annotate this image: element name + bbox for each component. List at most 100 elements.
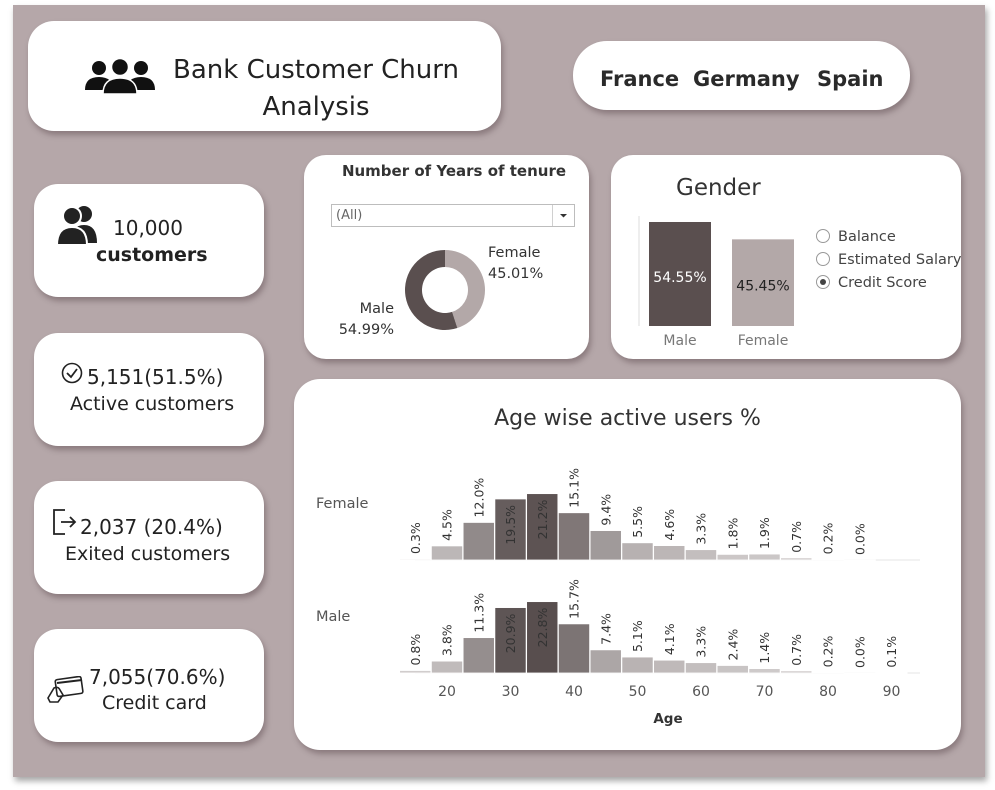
age-bar-male-60 <box>684 662 718 674</box>
title-line-1: Bank Customer Churn <box>173 55 459 85</box>
gender-bar-chart: 54.55% Male 45.45% Female <box>638 216 794 349</box>
age-bar-label-female-35: 21.2% <box>535 500 550 540</box>
age-bar-label-female-20: 4.5% <box>440 509 455 541</box>
age-bar-male-30 <box>494 607 527 674</box>
age-bar-label-male-25: 11.3% <box>471 593 486 633</box>
kpi-active-label: Active customers <box>70 393 235 415</box>
donut-label-female: Female <box>488 245 541 261</box>
gender-bar-label-female: Female <box>738 333 789 349</box>
age-bar-label-male-45: 7.4% <box>598 613 613 645</box>
age-bar-label-female-40: 15.1% <box>567 468 582 508</box>
age-x-tick-60: 60 <box>692 684 710 700</box>
age-bar-female-60 <box>684 549 718 561</box>
age-bar-label-female-65: 1.8% <box>725 517 740 549</box>
kpi-active-value: 5,151(51.5%) <box>87 365 224 389</box>
age-bar-label-male-65: 2.4% <box>725 629 740 661</box>
age-bar-label-female-85: 0.0% <box>852 523 867 555</box>
gender-bar-value-male: 54.55% <box>653 270 706 286</box>
age-bar-male-35 <box>526 601 559 674</box>
radio-label-credit-score: Credit Score <box>838 275 927 291</box>
donut-label-male: Male <box>360 301 394 317</box>
age-bar-label-male-30: 20.9% <box>503 613 518 653</box>
donut-value-female: 45.01% <box>488 266 543 282</box>
kpi-card-credit <box>34 629 264 742</box>
country-filter <box>573 41 910 110</box>
age-bar-chart: Female 0.3% 4.5% 12.0% 19.5% 21.2% 15.1% 9.4% 5.… <box>316 468 920 727</box>
age-x-tick-40: 40 <box>565 684 583 700</box>
age-bar-male-65 <box>716 665 749 674</box>
kpi-customers-label: customers <box>96 244 208 266</box>
age-bar-label-male-90: 0.1% <box>884 636 899 668</box>
users-icon <box>55 206 97 246</box>
kpi-credit-label: Credit card <box>102 692 207 714</box>
radio-circle-credit-score <box>816 275 830 289</box>
age-row-label-female: Female <box>316 496 369 512</box>
radio-label-balance: Balance <box>838 229 896 245</box>
age-chart-card <box>294 379 961 750</box>
age-bar-male-55 <box>653 659 686 674</box>
age-bar-female-50 <box>621 542 654 561</box>
tenure-filter-value: (All) <box>336 208 363 223</box>
credit-card-icon <box>47 676 84 703</box>
age-bar-label-male-60: 3.3% <box>694 626 709 658</box>
age-bar-label-male-15: 0.8% <box>408 634 423 666</box>
age-bar-label-male-35: 22.8% <box>535 608 550 648</box>
radio-label-estimated-salary: Estimated Salary <box>838 252 962 268</box>
age-bar-label-male-85: 0.0% <box>852 636 867 668</box>
age-x-tick-30: 30 <box>502 684 520 700</box>
age-bar-female-35 <box>526 493 559 561</box>
age-bar-male-40 <box>557 623 591 674</box>
gender-title: Gender <box>676 175 761 201</box>
age-bar-label-male-75: 0.7% <box>789 634 804 666</box>
age-bar-female-45 <box>589 530 622 561</box>
check-circle-icon <box>61 362 83 384</box>
age-bar-female-25 <box>462 522 495 561</box>
age-bar-female-55 <box>653 545 686 561</box>
radio-credit-score[interactable]: Credit Score <box>816 275 927 291</box>
age-bar-male-75 <box>780 670 813 674</box>
age-bar-label-male-40: 15.7% <box>567 579 582 619</box>
age-bar-male-50 <box>621 656 654 674</box>
age-bar-male-15 <box>399 670 432 674</box>
age-bar-female-15 <box>399 558 432 561</box>
tenure-filter-dropdown[interactable]: (All) <box>331 204 575 227</box>
age-x-axis-label: Age <box>653 711 682 727</box>
age-bar-label-female-80: 0.2% <box>821 522 836 554</box>
chevron-down-icon <box>552 205 574 226</box>
radio-balance[interactable]: Balance <box>816 229 896 245</box>
kpi-credit-value: 7,055(70.6%) <box>89 665 226 689</box>
country-spain[interactable]: Spain <box>817 67 884 91</box>
age-bar-female-70 <box>748 553 781 561</box>
age-bar-male-70 <box>748 668 781 674</box>
age-bar-female-30 <box>494 498 527 561</box>
age-bar-label-female-55: 4.6% <box>662 509 677 541</box>
title-card <box>28 21 501 131</box>
age-bar-male-20 <box>430 660 464 674</box>
age-bar-male-85 <box>843 672 876 674</box>
age-bar-label-female-75: 0.7% <box>789 521 804 553</box>
gender-bar-male <box>649 222 711 326</box>
age-bar-label-male-80: 0.2% <box>821 635 836 667</box>
age-bar-female-20 <box>430 545 464 561</box>
age-x-tick-50: 50 <box>629 684 647 700</box>
title-line-2: Analysis <box>262 92 370 122</box>
kpi-card-active <box>34 333 264 446</box>
radio-estimated-salary[interactable]: Estimated Salary <box>816 252 961 268</box>
age-bar-label-female-45: 9.4% <box>598 494 613 526</box>
age-bar-female-85 <box>843 559 876 561</box>
country-france[interactable]: France <box>600 67 680 91</box>
age-bar-label-male-20: 3.8% <box>440 624 455 656</box>
age-bar-male-45 <box>589 649 622 674</box>
radio-circle-estimated-salary <box>816 252 830 266</box>
kpi-card-exited <box>34 481 264 594</box>
age-chart-title: Age wise active users % <box>494 406 761 431</box>
tenure-title: Number of Years of tenure <box>341 162 567 180</box>
age-bar-label-female-50: 5.5% <box>630 506 645 538</box>
donut-value-male: 54.99% <box>340 322 394 338</box>
gender-bar-label-male: Male <box>663 333 696 349</box>
age-bar-label-male-70: 1.4% <box>757 632 772 664</box>
age-bar-male-25 <box>462 637 495 674</box>
gender-bar-value-female: 45.45% <box>736 279 789 295</box>
age-bar-label-female-25: 12.0% <box>471 478 486 518</box>
country-germany[interactable]: Germany <box>693 67 800 91</box>
